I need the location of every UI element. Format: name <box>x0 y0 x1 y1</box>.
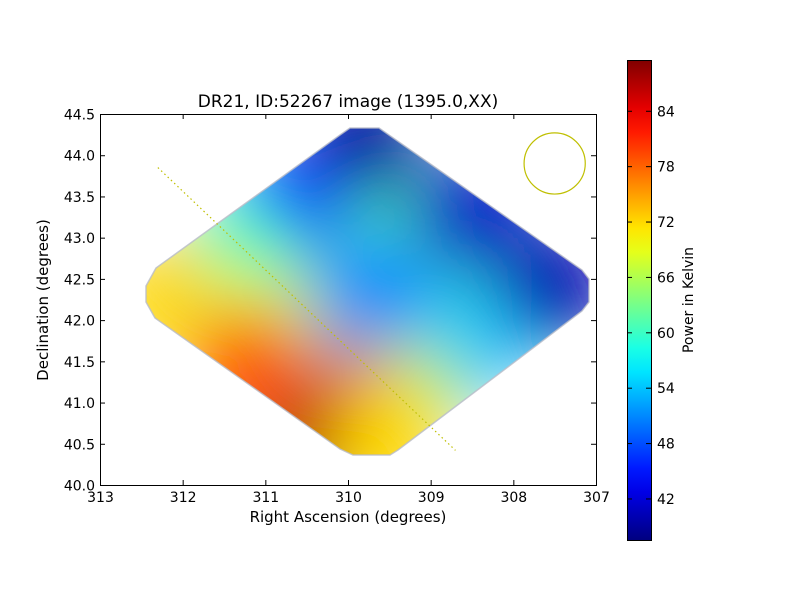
colorbar: 42 48 54 60 66 72 78 84 <box>627 60 675 541</box>
x-tick-label: 313 <box>87 490 114 506</box>
cut-line <box>157 167 456 451</box>
map-edge <box>145 127 590 456</box>
colorbar-tick-label: 42 <box>657 492 675 508</box>
y-tick-label: 41.0 <box>64 396 95 412</box>
y-tick-label: 44.5 <box>64 108 95 124</box>
colorbar-tick-label: 84 <box>657 104 675 120</box>
map-sample <box>302 128 427 201</box>
colorbar-tick-label: 48 <box>657 437 675 453</box>
y-tick-label: 43.0 <box>64 231 95 247</box>
colorbar-ramp <box>627 60 651 540</box>
x-tick-label: 310 <box>335 490 362 506</box>
y-axis-label: Declination (degrees) <box>34 219 52 381</box>
colorbar-frame <box>627 60 652 541</box>
x-tick-label: 308 <box>500 490 527 506</box>
colorbar-tick-label: 60 <box>657 326 675 342</box>
map-sample <box>310 233 435 358</box>
beam-circle <box>523 132 586 195</box>
x-tick-label: 309 <box>418 490 445 506</box>
y-tick-label: 43.5 <box>64 190 95 206</box>
chart-title: DR21, ID:52267 image (1395.0,XX) <box>198 92 498 112</box>
y-tick-label: 40.5 <box>64 437 95 453</box>
x-tick-label: 311 <box>252 490 279 506</box>
colorbar-tick-label: 78 <box>657 160 675 176</box>
colorbar-tick-label: 54 <box>657 381 675 397</box>
x-tick-label: 307 <box>583 490 610 506</box>
y-tick-label: 40.0 <box>64 479 95 495</box>
y-tick-label: 42.0 <box>64 314 95 330</box>
y-tick-label: 41.5 <box>64 355 95 371</box>
map-sample <box>327 381 452 455</box>
colorbar-tick-label: 72 <box>657 215 675 231</box>
x-axis-label: Right Ascension (degrees) <box>250 508 447 526</box>
y-tick-label: 44.0 <box>64 149 95 165</box>
x-axis: 313 312 311 310 309 308 307 <box>87 114 610 506</box>
colorbar-label: Power in Kelvin <box>681 247 697 353</box>
x-tick-label: 312 <box>170 490 197 506</box>
y-tick-label: 42.5 <box>64 272 95 288</box>
colorbar-tick-label: 66 <box>657 270 675 286</box>
y-axis: 40.0 40.5 41.0 41.5 42.0 42.5 43.0 43.5 44.0 44.5 <box>64 108 596 495</box>
